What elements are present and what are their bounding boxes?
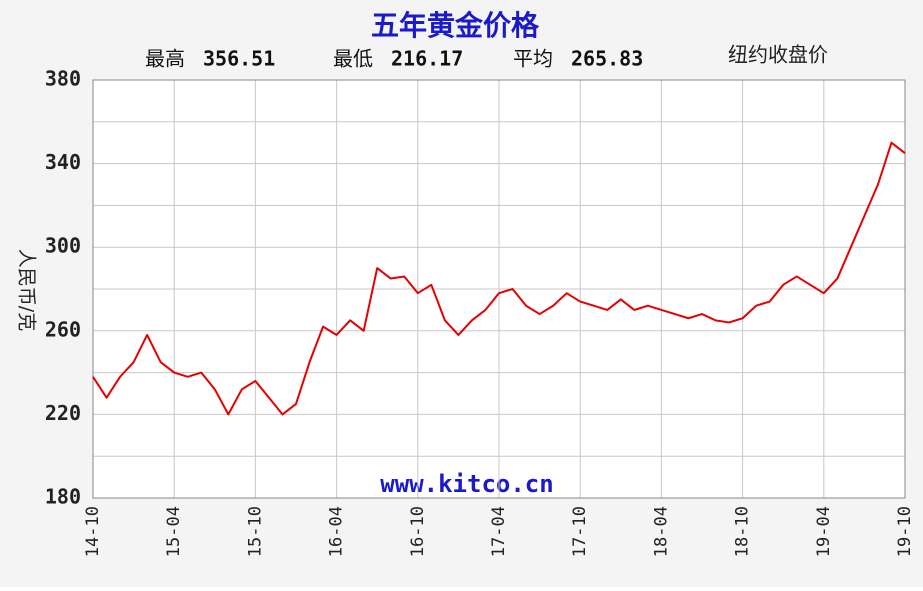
stat-label: 平均 [513,47,553,71]
stat-label: 最低 [333,47,373,71]
y-tick-label: 220 [45,401,81,425]
y-tick-label: 380 [45,67,81,91]
x-tick-label: 16-10 [408,506,428,557]
stat-label: 最高 [145,47,185,71]
stat-value: 265.83 [571,47,643,71]
subtitle: 纽约收盘价 [728,43,828,67]
chart-title: 五年黄金价格 [371,9,540,42]
y-tick-label: 180 [45,485,81,509]
stat-value: 216.17 [391,47,463,71]
x-tick-label: 19-10 [895,506,915,557]
x-tick-label: 14-10 [83,506,103,557]
plot-border [92,79,906,499]
watermark: www.kitco.cn [380,470,553,498]
x-tick-label: 17-10 [570,506,590,557]
y-tick-label: 300 [45,234,81,258]
y-axis-label: 人民币/克 [16,249,38,331]
x-tick-label: 18-04 [651,506,671,557]
x-tick-label: 15-10 [245,506,265,557]
x-tick-label: 17-04 [489,506,509,557]
price-line [92,141,906,416]
x-tick-label: 19-04 [814,506,834,557]
x-tick-label: 18-10 [733,506,753,557]
y-tick-label: 260 [45,317,81,341]
x-tick-label: 15-04 [164,506,184,557]
y-tick-label: 340 [45,150,81,174]
x-tick-label: 16-04 [327,506,347,557]
stat-value: 356.51 [203,47,275,71]
